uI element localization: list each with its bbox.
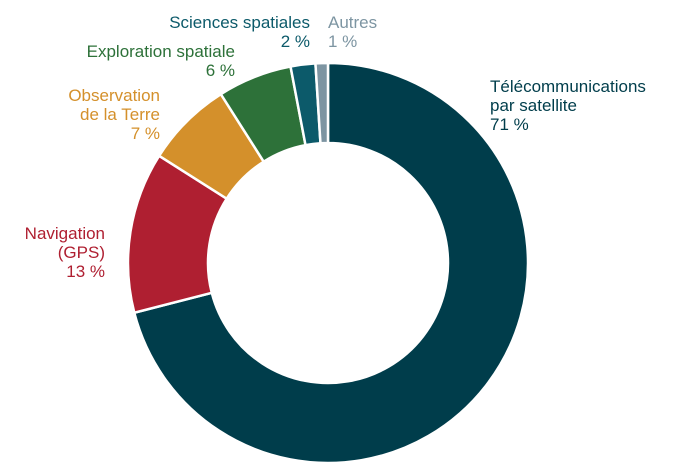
category-label: Autres: [328, 13, 378, 32]
category-label: Observation de la Terre: [68, 86, 160, 124]
segment-label: Navigation (GPS) 13 %: [25, 224, 105, 281]
segment-label: Exploration spatiale 6 %: [87, 42, 235, 80]
category-label: Télécommunications par satellite: [490, 77, 646, 115]
value-label: 71 %: [490, 115, 529, 134]
value-label: 1 %: [328, 32, 358, 51]
segment-label: Autres 1 %: [328, 13, 377, 51]
category-label: Sciences spatiales: [169, 13, 310, 32]
category-label: Exploration spatiale: [86, 42, 235, 61]
value-label: 7 %: [130, 124, 160, 143]
value-label: 2 %: [280, 32, 310, 51]
segment-label: Sciences spatiales 2 %: [169, 13, 310, 51]
value-label: 13 %: [66, 262, 105, 281]
category-label: Navigation (GPS): [24, 224, 105, 262]
donut-segment: [132, 61, 530, 463]
segment-label: Observation de la Terre 7 %: [68, 86, 160, 143]
value-label: 6 %: [205, 61, 235, 80]
segment-label: Télécommunications par satellite 71 %: [490, 77, 646, 134]
donut-segment: [314, 61, 330, 145]
